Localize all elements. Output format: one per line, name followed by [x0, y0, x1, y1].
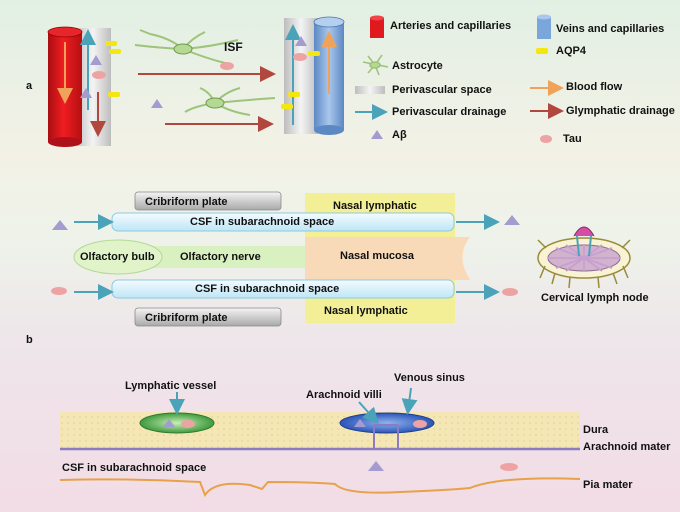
cribriform-plate-top: [134, 191, 282, 211]
nasal-lymphatic-bottom-label: Nasal lymphatic: [324, 305, 408, 317]
legend-label-arteries: Arteries and capillaries: [390, 20, 512, 32]
blue-vessel-icon: [537, 14, 551, 39]
csf-upper-label: CSF in subarachnoid space: [190, 216, 335, 228]
dura-layer: [60, 412, 580, 448]
pia-mater-line: [59, 477, 581, 498]
olfactory-nerve-bar: [145, 246, 305, 268]
csf-subarachnoid-label: CSF in subarachnoid space: [62, 462, 207, 474]
csf-lower-label: CSF in subarachnoid space: [195, 283, 340, 295]
abeta-triangle: [90, 55, 102, 65]
tau-ellipse: [220, 62, 234, 70]
olfactory-bulb-label: Olfactory bulb: [80, 251, 155, 263]
aqp4-icon: [108, 92, 120, 97]
legend-label-veins: Veins and capillaries: [556, 23, 665, 35]
cervical-lymph-node-label: Cervical lymph node: [541, 292, 649, 304]
lymphatic-vessel-label: Lymphatic vessel: [125, 380, 217, 392]
tau-ellipse-icon: [540, 135, 552, 143]
red-vessel-icon: [370, 15, 384, 38]
triangle-icon: [371, 130, 383, 139]
gray-bar-icon: [355, 86, 385, 94]
venous-sinus-label: Venous sinus: [394, 372, 465, 384]
olfactory-nerve-label: Olfactory nerve: [180, 251, 261, 263]
aqp4-icon: [105, 41, 117, 46]
panel-label-b: b: [26, 334, 33, 346]
abeta-triangle: [52, 220, 68, 230]
tau-ellipse: [502, 288, 518, 296]
nasal-mucosa-region: [305, 237, 470, 280]
panel-label-a: a: [26, 80, 33, 92]
abeta-triangle: [368, 461, 384, 471]
isf-label: ISF: [224, 40, 243, 54]
cribriform-plate-bottom-label: Cribriform plate: [145, 312, 228, 324]
abeta-triangle: [295, 36, 307, 46]
dura-label: Dura: [583, 424, 609, 436]
legend-label-abeta: Aβ: [392, 129, 407, 141]
vein-perivascular-space: [284, 18, 318, 134]
abeta-triangle: [151, 99, 163, 108]
legend-label-astrocyte: Astrocyte: [392, 60, 443, 72]
legend-label-glymphatic-drainage: Glymphatic drainage: [566, 105, 675, 117]
legend-label-blood-flow: Blood flow: [566, 81, 623, 93]
nasal-lymphatic-top-label: Nasal lymphatic: [333, 200, 417, 212]
nasal-mucosa-label: Nasal mucosa: [340, 250, 414, 262]
abeta-triangle: [80, 88, 92, 98]
venous-sinus-pointer: [401, 387, 418, 415]
cervical-lymph-node-icon: [537, 226, 631, 289]
astrocyte-lower: [184, 87, 276, 116]
tau-ellipse: [500, 463, 518, 471]
aqp4-icon: [536, 48, 548, 54]
legend-label-perivascular-drainage: Perivascular drainage: [392, 106, 507, 118]
arachnoid-villi-pointer: [358, 401, 379, 424]
aqp4-icon: [308, 51, 320, 56]
tau-ellipse: [181, 420, 195, 428]
tau-ellipse: [413, 420, 427, 428]
arachnoid-villi-label: Arachnoid villi: [306, 389, 382, 401]
legend-label-aqp4: AQP4: [556, 45, 586, 57]
aqp4-icon: [109, 49, 121, 54]
pia-mater-label: Pia mater: [583, 479, 633, 491]
tau-ellipse: [293, 53, 307, 61]
legend-label-perivascular-space: Perivascular space: [392, 84, 492, 96]
cribriform-plate-bottom: [134, 307, 282, 327]
legend-label-tau: Tau: [563, 133, 582, 145]
abeta-triangle: [504, 215, 520, 225]
cribriform-plate-top-label: Cribriform plate: [145, 196, 228, 208]
aqp4-icon: [288, 92, 300, 97]
lymphatic-vessel-shape: [139, 412, 215, 434]
olfactory-bulb-shape: [73, 239, 163, 275]
tau-ellipse: [92, 71, 106, 79]
tau-ellipse: [51, 287, 67, 295]
abeta-triangle: [163, 419, 175, 427]
astrocyte-icon: [362, 54, 389, 76]
arachnoid-villi-shape: [373, 424, 399, 449]
abeta-triangle: [354, 419, 366, 427]
arachnoid-mater-label: Arachnoid mater: [583, 441, 671, 453]
astrocyte-upper: [134, 29, 239, 64]
aqp4-icon: [281, 104, 293, 109]
